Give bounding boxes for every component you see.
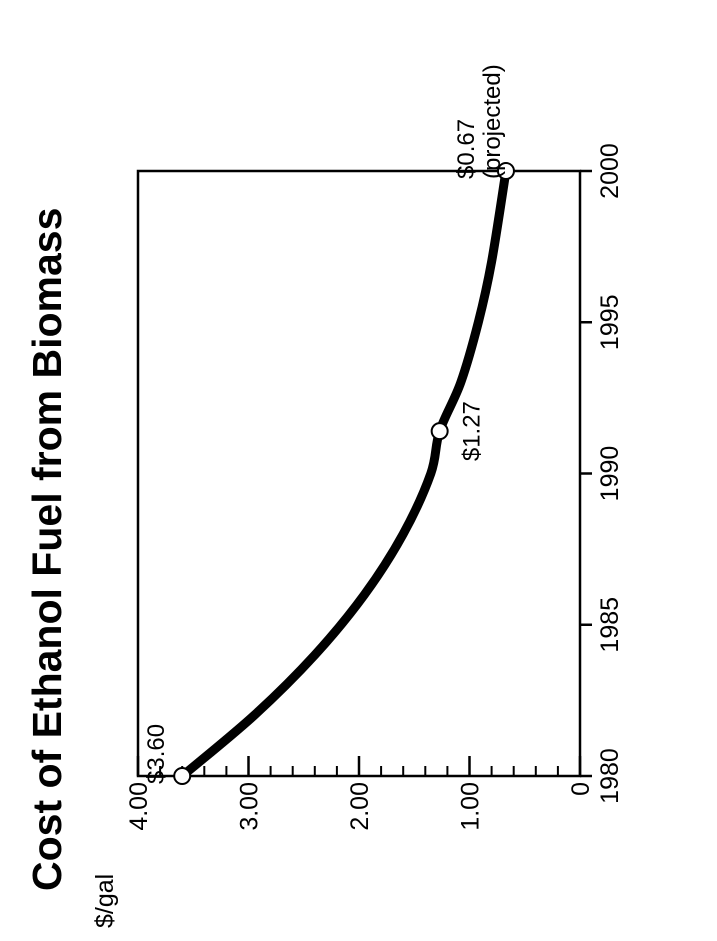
y-tick-label: 4.00 [125,782,153,831]
y-tick-label: 3.00 [236,782,264,831]
series-line [177,166,511,781]
y-tick-labels: 0 1.00 2.00 3.00 4.00 [125,782,595,831]
data-markers: $3.60 $1.27 $0.67 (projected) [143,64,515,785]
y-axis-label: $/gal [91,874,119,928]
y-tick-label: 2.00 [346,782,374,831]
axis-ticks [136,169,592,778]
x-tick-labels: 1980 1985 1990 1995 2000 [596,143,624,804]
x-tick-label: 1995 [596,294,624,350]
data-marker [496,162,515,180]
x-tick-label: 2000 [596,143,624,199]
data-label: $3.60 [143,724,170,784]
plot-frame [136,169,582,778]
x-tick-label: 1990 [596,446,624,502]
data-marker [430,422,449,441]
x-tick-label: 1980 [596,748,624,804]
y-tick-label: 0 [567,782,595,796]
y-tick-label: 1.00 [457,782,485,831]
chart-rotated-group: Cost of Ethanol Fuel from Biomass $/gal … [24,64,624,928]
data-label-note: (projected) [479,64,506,179]
chart-title: Cost of Ethanol Fuel from Biomass [24,208,70,891]
data-label: $0.67 [453,119,480,179]
data-label: $1.27 [459,401,486,461]
data-marker [173,767,192,785]
x-tick-label: 1985 [596,597,624,653]
